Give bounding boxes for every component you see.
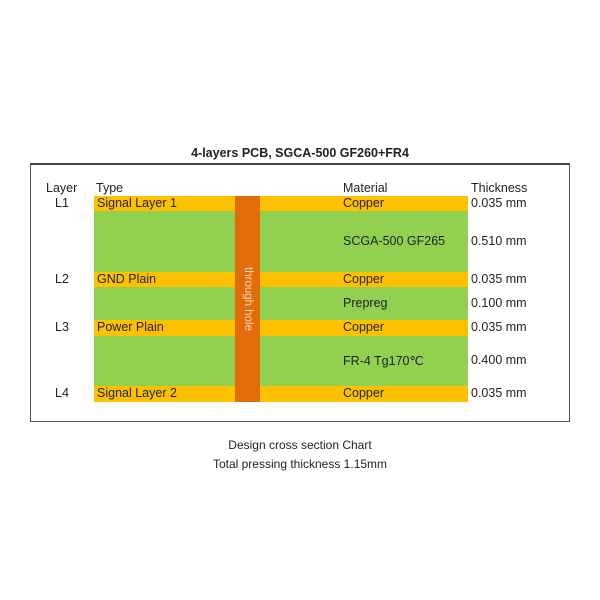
through-hole-label: through hole [241,267,254,331]
copper-layer [94,196,468,211]
thickness-label: 0.510 mm [471,233,527,248]
header-type: Type [96,181,124,195]
copper-layer [94,272,468,287]
layer-label: L1 [55,195,69,210]
material-label: Copper [343,195,384,210]
material-label: Copper [343,320,384,334]
copper-layer [94,320,468,336]
thickness-label: 0.035 mm [471,386,527,400]
caption-line-2: Total pressing thickness 1.15mm [212,457,388,471]
layer-label: L3 [55,320,69,334]
header-thickness: Thickness [471,181,528,195]
thickness-label: 0.035 mm [471,195,527,210]
thickness-label: 0.035 mm [471,271,527,286]
through-hole: through hole [235,196,260,402]
layer-label: L2 [55,271,69,286]
dielectric-layer [94,336,468,386]
dielectric-layer [94,211,468,272]
material-label: SCGA-500 GF265 [343,233,446,248]
diagram-frame [30,163,570,422]
diagram-title: 4-layers PCB, SGCA-500 GF260+FR4 [191,146,409,160]
thickness-label: 0.400 mm [471,353,527,367]
header-layer: Layer [46,181,78,195]
thickness-label: 0.100 mm [471,295,527,310]
layer-label: L4 [55,386,69,400]
caption-line-1: Design cross section Chart [228,438,372,452]
copper-layer [94,386,468,402]
material-label: Copper [343,386,384,400]
type-label: Signal Layer 1 [97,195,177,210]
type-label: Power Plain [97,320,164,334]
material-label: FR-4 Tg170℃ [343,354,424,368]
type-label: GND Plain [97,271,157,286]
thickness-label: 0.035 mm [471,320,527,334]
header-material: Material [343,181,388,195]
dielectric-layer [94,287,468,320]
material-label: Copper [343,271,384,286]
type-label: Signal Layer 2 [97,386,177,400]
material-label: Prepreg [343,295,388,310]
